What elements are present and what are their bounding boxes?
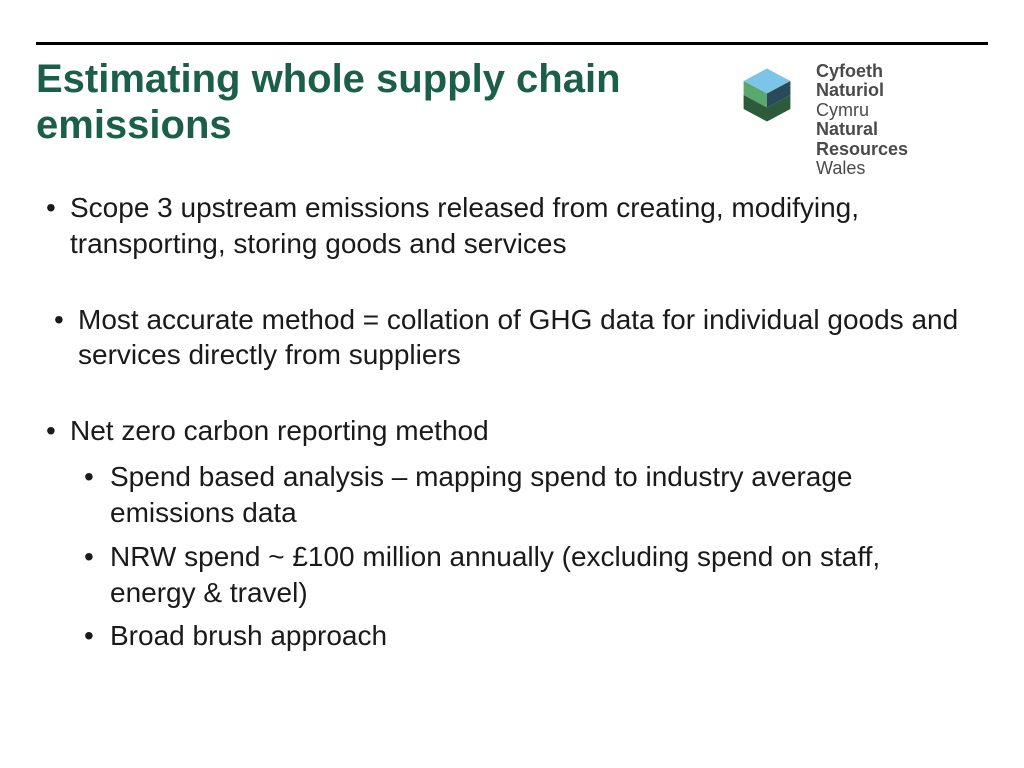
bullet-text: Most accurate method = collation of GHG … bbox=[78, 304, 958, 371]
nrw-logo-text: Cyfoeth Naturiol Cymru Natural Resources… bbox=[816, 62, 908, 179]
bullet-text: Net zero carbon reporting method bbox=[70, 415, 489, 446]
nrw-logo-mark bbox=[728, 62, 806, 128]
sub-bullet-item: Spend based analysis – mapping spend to … bbox=[78, 459, 964, 531]
sub-bullet-text: Broad brush approach bbox=[110, 620, 387, 651]
logo-line-3: Cymru bbox=[816, 101, 908, 120]
top-rule bbox=[36, 42, 988, 45]
logo-line-5: Resources bbox=[816, 140, 908, 159]
bullet-list: Scope 3 upstream emissions released from… bbox=[40, 190, 964, 654]
slide-body: Scope 3 upstream emissions released from… bbox=[40, 190, 964, 662]
nrw-logo: Cyfoeth Naturiol Cymru Natural Resources… bbox=[728, 62, 988, 179]
logo-line-4: Natural bbox=[816, 120, 908, 139]
logo-line-1: Cyfoeth bbox=[816, 62, 908, 81]
sub-bullet-item: Broad brush approach bbox=[78, 618, 964, 654]
sub-bullet-item: NRW spend ~ £100 million annually (exclu… bbox=[78, 539, 964, 611]
sub-bullet-list: Spend based analysis – mapping spend to … bbox=[70, 459, 964, 654]
slide-title: Estimating whole supply chain emissions bbox=[36, 56, 676, 148]
bullet-item: Scope 3 upstream emissions released from… bbox=[40, 190, 964, 262]
sub-bullet-text: Spend based analysis – mapping spend to … bbox=[110, 461, 853, 528]
bullet-item: Net zero carbon reporting method Spend b… bbox=[40, 413, 964, 654]
logo-line-2: Naturiol bbox=[816, 81, 908, 100]
bullet-item: Most accurate method = collation of GHG … bbox=[40, 302, 964, 374]
sub-bullet-text: NRW spend ~ £100 million annually (exclu… bbox=[110, 541, 880, 608]
bullet-text: Scope 3 upstream emissions released from… bbox=[70, 192, 859, 259]
logo-line-6: Wales bbox=[816, 159, 908, 178]
